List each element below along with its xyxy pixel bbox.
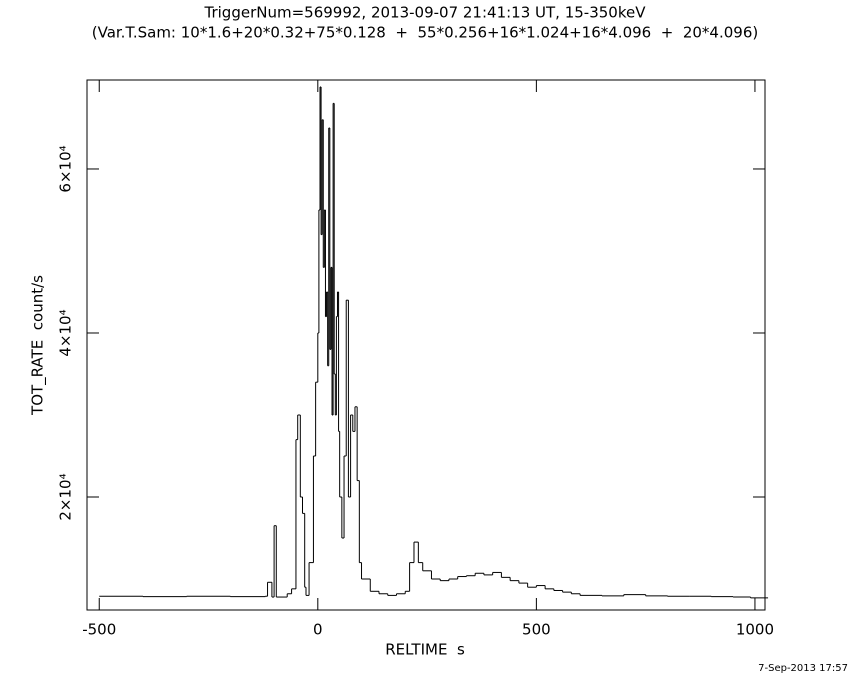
- plot-frame: [86, 79, 766, 611]
- x-tick-label: 1000: [736, 621, 774, 639]
- y-axis-label: TOT_RATE count/s: [29, 275, 48, 416]
- y-tick-label: 2×10⁴: [57, 473, 75, 520]
- x-axis-label: RELTIME s: [385, 641, 465, 659]
- y-tick-label: 6×10⁴: [57, 145, 75, 192]
- x-tick-label: 500: [522, 621, 551, 639]
- footnote: 7-Sep-2013 17:57: [758, 663, 848, 674]
- chart-subtitle: (Var.T.Sam: 10*1.6+20*0.32+75*0.128 + 55…: [92, 24, 758, 42]
- x-tick-label: 0: [313, 621, 323, 639]
- chart-title: TriggerNum=569992, 2013-09-07 21:41:13 U…: [204, 4, 647, 22]
- x-tick-label: -500: [82, 621, 116, 639]
- y-tick-label: 4×10⁴: [57, 309, 75, 356]
